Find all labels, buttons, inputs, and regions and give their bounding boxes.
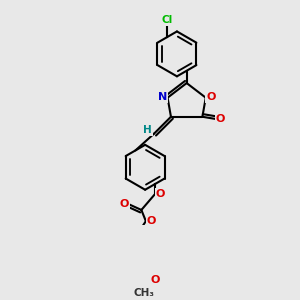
Text: O: O — [151, 274, 160, 285]
Text: Cl: Cl — [162, 14, 173, 25]
Text: H: H — [143, 125, 152, 135]
Text: O: O — [119, 199, 129, 209]
Text: CH₃: CH₃ — [134, 288, 155, 298]
Text: N: N — [158, 92, 167, 102]
Text: O: O — [147, 216, 156, 226]
Text: O: O — [156, 189, 165, 199]
Text: O: O — [216, 114, 225, 124]
Text: O: O — [206, 92, 215, 102]
